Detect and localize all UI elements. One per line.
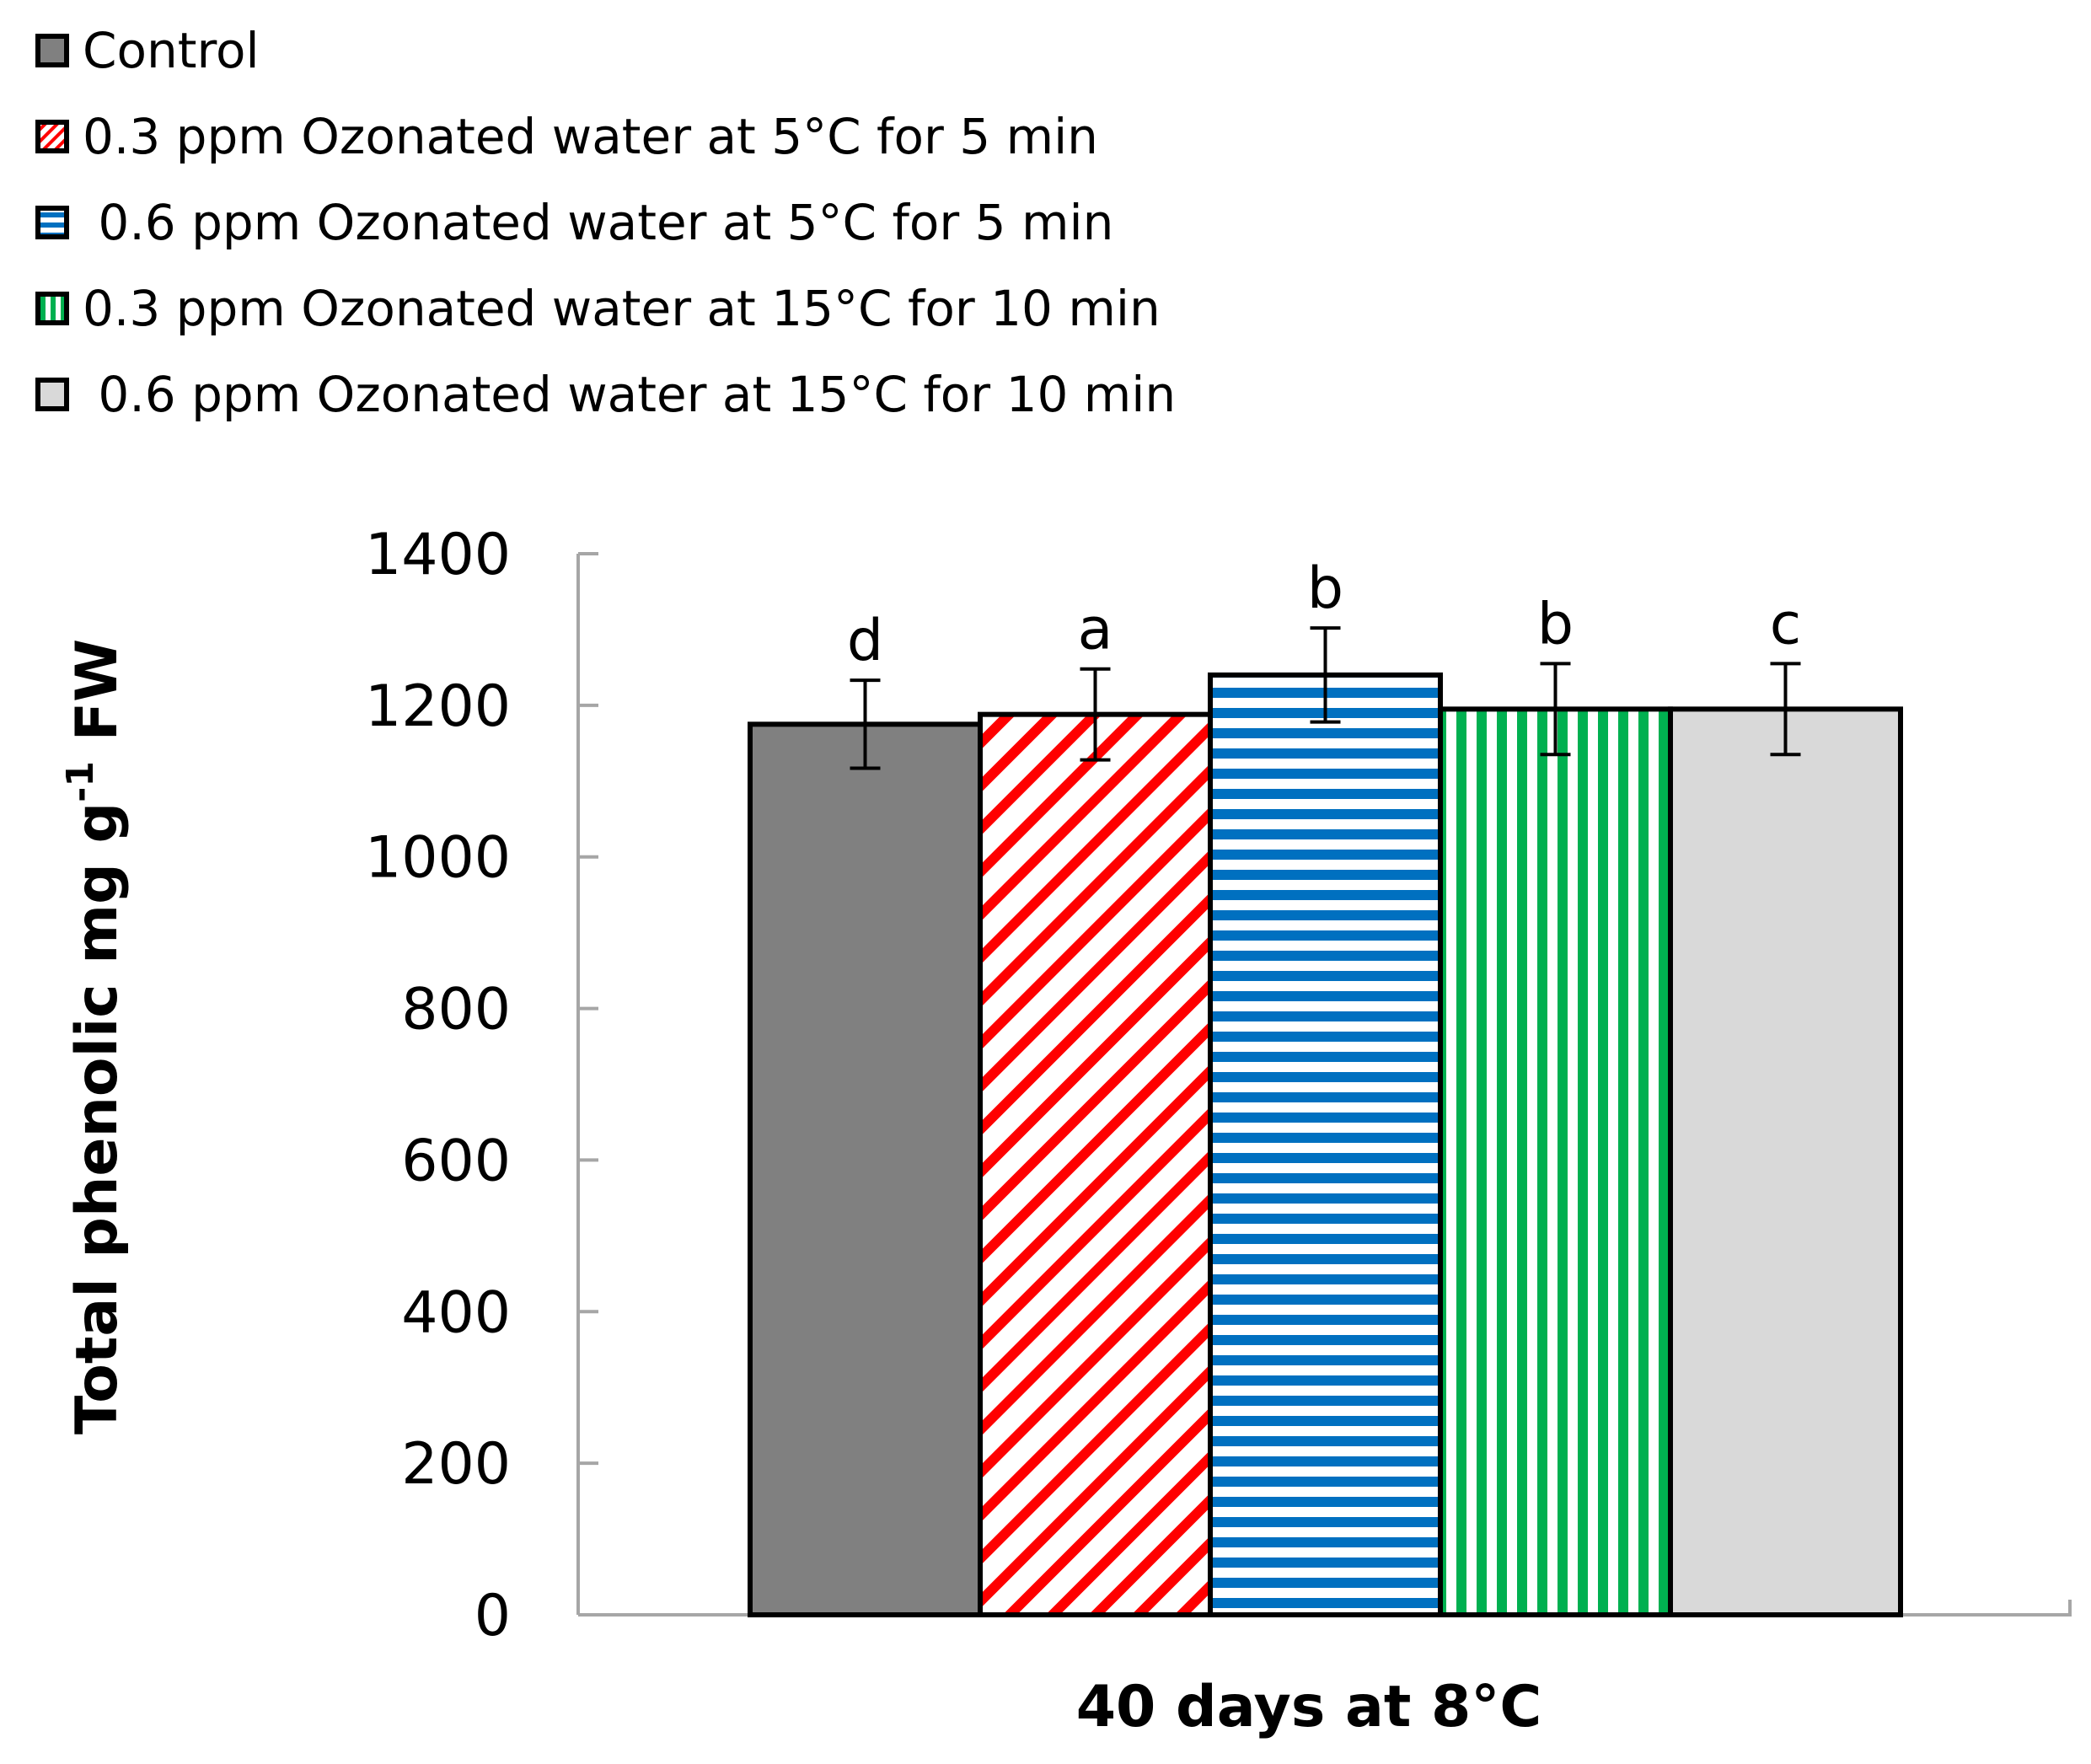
legend-swatch — [35, 34, 69, 67]
bars: d abb c — [748, 555, 1903, 1618]
legend-swatch — [35, 292, 69, 325]
legend-label: 0.6 ppm Ozonated water at 15°C for 10 mi… — [83, 366, 1176, 423]
legend-swatch — [35, 120, 69, 153]
legend-item: Control — [35, 22, 260, 79]
y-tick-label: 400 — [401, 1279, 511, 1346]
legend-label: 0.3 ppm Ozonated water at 15°C for 10 mi… — [83, 280, 1161, 337]
y-tick-label: 1000 — [365, 825, 511, 892]
y-axis-title-superscript: -1 — [59, 761, 102, 802]
bar — [978, 711, 1213, 1617]
x-axis-title: 40 days at 8°C — [1076, 1674, 1542, 1740]
y-axis-title: Total phenolic mg g-1 FW — [59, 639, 131, 1434]
bar — [1668, 706, 1903, 1618]
legend-item: 0.3 ppm Ozonated water at 15°C for 10 mi… — [35, 280, 1161, 337]
legend-label: 0.3 ppm Ozonated water at 5°C for 5 min — [83, 108, 1098, 165]
legend-item: 0.6 ppm Ozonated water at 5°C for 5 min — [35, 194, 1113, 251]
bar — [1208, 672, 1443, 1617]
significance-letter: d — [847, 608, 883, 674]
legend-item: 0.3 ppm Ozonated water at 5°C for 5 min — [35, 108, 1098, 165]
legend-label: 0.6 ppm Ozonated water at 5°C for 5 min — [83, 194, 1113, 251]
y-ticks: 0 200 400 600 800 1000 1200 1400 — [365, 522, 598, 1649]
significance-letter: b — [1307, 555, 1343, 622]
legend-swatch — [35, 378, 69, 411]
significance-letter: b — [1537, 591, 1574, 657]
legend-swatch — [35, 206, 69, 239]
y-tick-label: 200 — [401, 1431, 511, 1498]
y-tick-label: 1400 — [365, 522, 511, 588]
y-tick-label: 1200 — [365, 673, 511, 740]
legend-label: Control — [83, 22, 260, 79]
bar — [1438, 706, 1673, 1618]
significance-letter: a — [1078, 597, 1113, 663]
y-tick-label: 800 — [401, 977, 511, 1043]
significance-letter: c — [1770, 591, 1801, 657]
bar — [748, 721, 983, 1618]
legend: Control 0.3 ppm Ozonated water at 5°C for… — [35, 22, 1176, 423]
legend-item: 0.6 ppm Ozonated water at 15°C for 10 mi… — [35, 366, 1176, 423]
y-axis-title-main: Total phenolic mg g — [64, 802, 131, 1434]
y-tick-label: 0 — [474, 1583, 511, 1649]
y-axis-title-suffix: FW — [64, 639, 131, 761]
y-tick-label: 600 — [401, 1128, 511, 1194]
